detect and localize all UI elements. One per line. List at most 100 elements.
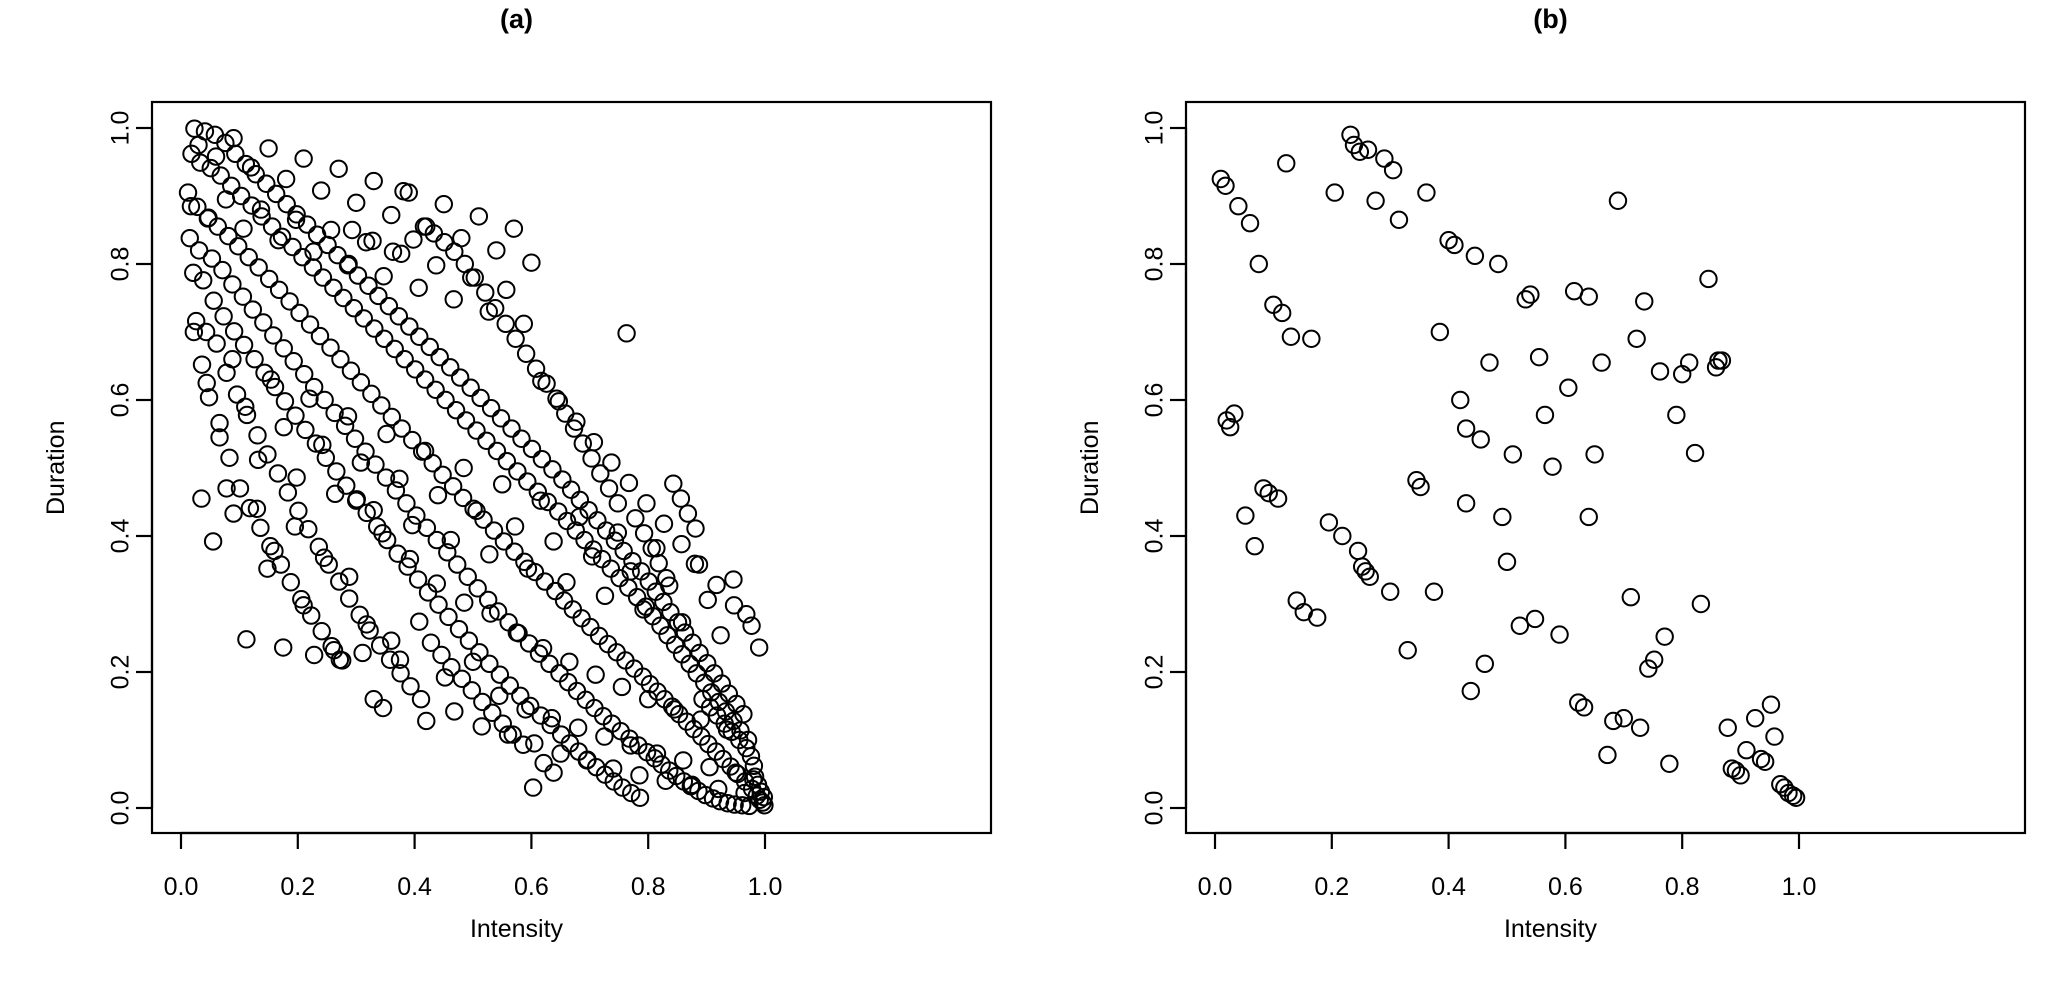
data-point <box>390 469 409 489</box>
data-point-group <box>1211 125 1806 807</box>
data-point <box>405 360 425 379</box>
data-point <box>1445 235 1464 255</box>
data-point <box>403 430 422 450</box>
data-point <box>293 248 312 267</box>
y-axis-tick-label: 0.0 <box>107 791 135 826</box>
data-point <box>272 227 292 247</box>
data-point <box>619 473 639 493</box>
data-point <box>334 288 353 308</box>
data-point <box>472 717 491 736</box>
data-point <box>205 125 225 145</box>
data-point <box>595 586 615 606</box>
data-point <box>630 788 650 807</box>
data-point <box>1319 513 1339 532</box>
data-point <box>1585 445 1604 464</box>
data-point <box>284 352 303 371</box>
data-point <box>525 734 544 753</box>
data-point <box>379 296 399 316</box>
data-point <box>181 197 201 216</box>
data-point <box>188 197 207 217</box>
data-point <box>281 573 300 592</box>
data-point <box>217 479 236 498</box>
data-point <box>1786 788 1806 807</box>
data-point <box>192 355 212 374</box>
data-point <box>280 292 299 311</box>
panel-b-y-axis-title: Duration <box>1076 420 1104 516</box>
data-point <box>403 515 422 535</box>
data-point <box>202 249 222 268</box>
data-point <box>417 711 436 731</box>
data-point <box>382 205 401 225</box>
data-point <box>189 135 208 155</box>
data-point <box>491 409 511 428</box>
data-point <box>665 635 685 654</box>
data-point <box>464 499 483 518</box>
data-point <box>423 454 442 473</box>
data-point <box>582 547 602 566</box>
data-point <box>315 390 334 410</box>
data-point <box>186 311 206 331</box>
data-point <box>452 669 472 688</box>
x-axis-tick-label: 0.4 <box>1431 873 1466 901</box>
data-point <box>294 596 313 615</box>
data-point <box>268 464 288 483</box>
data-point <box>347 193 366 213</box>
data-point <box>1579 287 1598 306</box>
data-point <box>207 334 226 353</box>
data-point <box>528 482 548 501</box>
panel-a-x-axis-title: Intensity <box>469 915 564 943</box>
data-point <box>370 636 390 655</box>
data-point <box>550 664 569 683</box>
data-point <box>1236 506 1255 525</box>
data-point <box>488 602 508 621</box>
data-point <box>330 572 349 591</box>
data-point <box>1503 445 1523 464</box>
data-point <box>1225 404 1244 423</box>
data-point <box>223 275 242 294</box>
data-point <box>505 517 525 536</box>
data-point <box>467 421 486 440</box>
data-point <box>294 149 313 168</box>
data-point <box>243 300 263 319</box>
data-point <box>458 567 477 586</box>
data-point <box>487 241 506 260</box>
data-point <box>734 704 753 724</box>
data-point <box>372 396 391 415</box>
data-point <box>304 645 324 665</box>
data-point <box>577 751 597 770</box>
data-point <box>428 486 448 505</box>
data-point <box>735 783 754 803</box>
data-point <box>203 532 223 551</box>
data-point <box>445 702 464 721</box>
data-point <box>415 370 435 389</box>
data-point <box>199 388 219 407</box>
data-point <box>1650 362 1670 381</box>
data-point <box>1281 327 1301 346</box>
data-point <box>512 429 531 448</box>
data-point <box>400 549 420 569</box>
data-point <box>313 268 333 287</box>
data-point <box>446 401 466 420</box>
data-point <box>410 612 429 631</box>
data-point <box>347 491 366 510</box>
data-point <box>599 479 619 498</box>
data-point <box>477 431 496 450</box>
data-point <box>1529 347 1549 367</box>
data-point <box>421 633 441 652</box>
data-point <box>498 725 518 744</box>
data-point <box>724 570 743 589</box>
data-point <box>588 511 607 530</box>
data-point <box>417 518 437 538</box>
data-point <box>1220 418 1240 437</box>
data-point <box>586 665 605 684</box>
data-point <box>369 286 388 306</box>
data-point <box>274 638 293 657</box>
data-point <box>529 644 549 663</box>
data-point <box>1302 329 1321 348</box>
data-point <box>465 268 484 287</box>
data-point <box>494 532 514 551</box>
y-axis-tick-label: 0.6 <box>1141 383 1169 418</box>
x-axis-tick-label: 1.0 <box>748 873 783 901</box>
data-point <box>304 377 324 397</box>
data-point <box>357 615 376 634</box>
